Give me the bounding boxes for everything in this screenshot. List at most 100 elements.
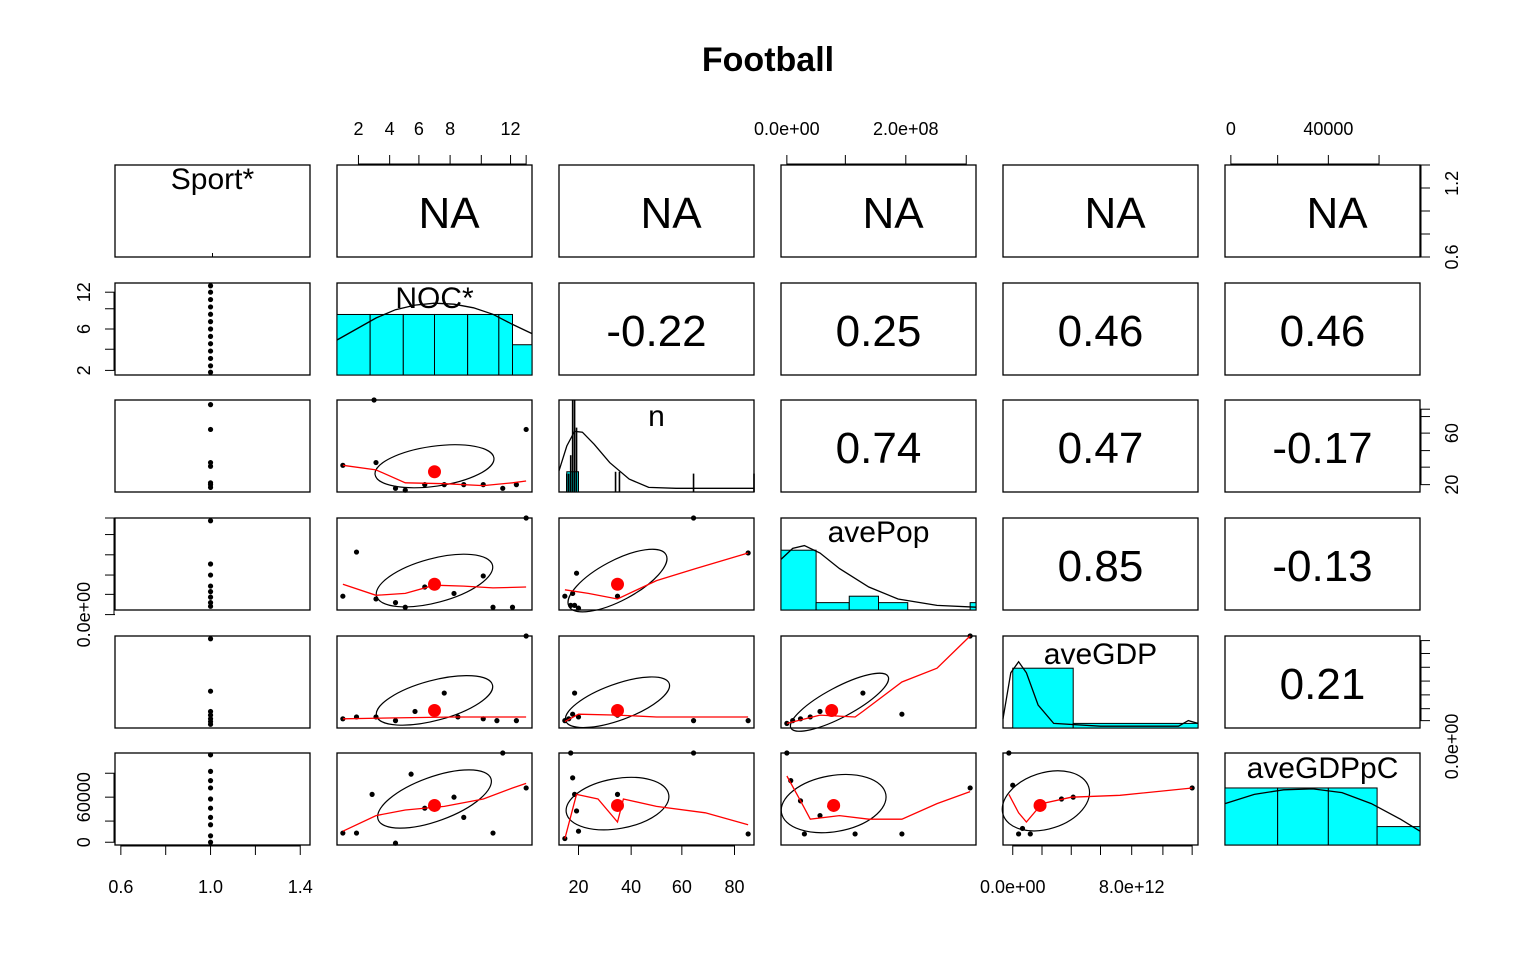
data-point [207,805,214,811]
data-point [392,600,399,606]
tick-label: 0.0e+00 [980,877,1046,897]
tick-label: 2 [353,119,363,139]
data-point [207,402,214,408]
density-curve [780,544,977,608]
data-point [690,515,697,521]
chart-title: Football [702,41,834,79]
panel-frame [780,399,977,493]
data-point [207,319,214,325]
diag-label: Sport* [171,163,255,196]
tick-label: 12 [74,282,94,302]
panel-frame [558,399,755,493]
panel-frame [558,164,755,258]
data-point [207,583,214,589]
panel-frame [114,517,311,611]
data-point [207,721,214,727]
panel-frame [114,752,311,846]
panel-frame [1002,282,1199,376]
data-point [572,602,578,609]
histogram-bar [815,602,850,611]
loess-line [564,713,749,723]
data-point [340,716,346,722]
panel-frame [1224,282,1421,376]
tick-label: 40 [621,877,641,897]
data-point [207,600,214,606]
histogram-bar [467,313,500,376]
data-point [509,604,516,610]
data-point [745,831,751,837]
tick-label: 0.6 [108,877,133,897]
data-point [523,633,529,639]
panel-frame [336,752,533,846]
data-point [441,690,447,696]
panel-frame [1002,399,1199,493]
panel-frame [558,517,755,611]
histogram-bar [512,344,533,376]
tick-label: 0 [1226,119,1236,139]
data-point [745,550,751,556]
data-point [207,785,214,791]
data-point [371,397,377,403]
mean-point [428,577,441,591]
data-point [207,814,214,821]
diag-label: aveGDP [1044,638,1157,671]
panel-frame [780,752,977,846]
loess-line [786,775,971,820]
data-point [523,515,529,521]
correlation-value: -0.22 [606,307,706,356]
data-point [207,752,214,758]
loess-line [342,583,527,596]
data-point [207,369,214,375]
data-point [784,750,790,756]
data-point [494,718,500,724]
tick-label: 4 [385,119,395,139]
data-point [570,775,576,781]
tick-label: 0.0e+00 [74,582,94,648]
loess-line [342,782,527,832]
correlation-value: 0.74 [836,424,922,473]
tick-label: 8.0e+12 [1099,877,1165,897]
panel-frame [780,635,977,729]
data-point [784,720,790,727]
data-point [575,714,582,720]
data-point [490,830,496,836]
loess-line [786,635,971,725]
panel-frame [114,399,311,493]
mean-point [611,704,624,718]
data-point [340,830,346,836]
panel-frame [780,282,977,376]
data-point [207,708,214,715]
panel-frame [558,282,755,376]
data-point [451,794,457,800]
data-point [207,426,214,433]
data-point [207,289,214,295]
data-point [207,778,214,784]
data-point [207,326,214,332]
tick-label: 0 [74,837,94,847]
tick-label: 60 [672,877,692,897]
data-point [207,603,214,609]
correlation-ellipse [567,548,668,613]
diag-label: NOC* [395,282,474,315]
correlation-value: 0.46 [1058,307,1144,356]
data-point [690,750,697,756]
diag-label: aveGDPpC [1247,752,1399,785]
data-point [353,830,360,836]
data-point [490,604,496,610]
data-point [353,549,360,555]
data-point [745,718,751,724]
data-point [408,771,414,777]
density-curve [1002,660,1199,727]
correlation-value: NA [1306,189,1368,238]
data-point [207,822,214,828]
tick-label: 0.6 [1442,244,1462,269]
data-point [207,561,214,567]
data-point [340,593,346,599]
data-point [523,426,529,433]
data-point [614,593,621,599]
data-point [575,828,582,834]
data-point [1006,750,1012,756]
panel-frame [1224,517,1421,611]
histogram-bar [369,313,404,376]
data-point [373,459,379,466]
